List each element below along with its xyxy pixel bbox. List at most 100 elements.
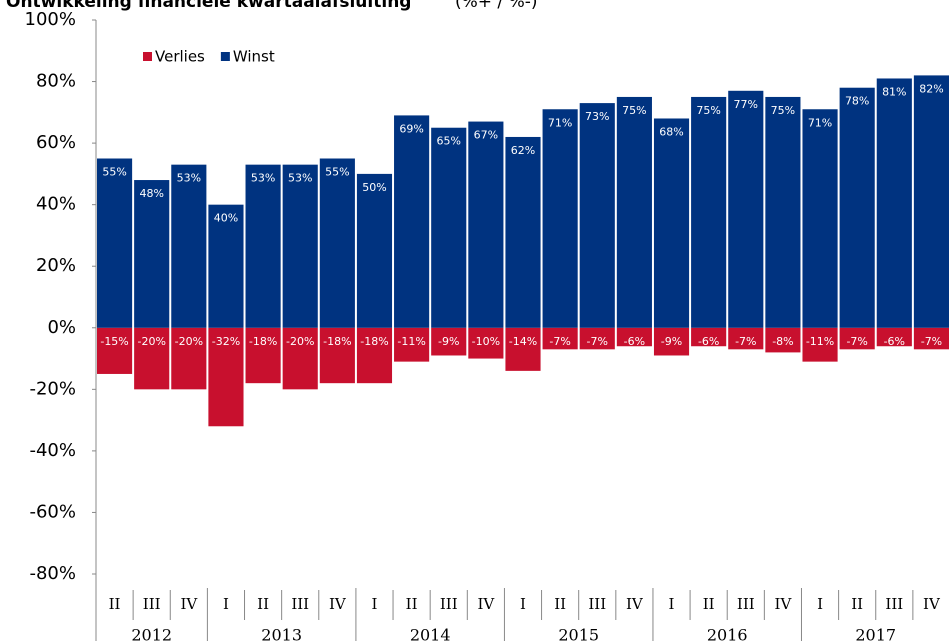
y-tick-label: -40%: [29, 440, 76, 461]
x-tick-label: III: [885, 595, 903, 613]
bar: [913, 327, 949, 350]
x-tick-label: IV: [180, 595, 198, 613]
year-label: 2013: [261, 626, 302, 641]
bar: [245, 327, 281, 384]
bar: [134, 327, 170, 390]
value-label: -7%: [846, 335, 867, 348]
value-label: -11%: [806, 335, 834, 348]
bar: [616, 327, 652, 347]
x-tick-label: III: [737, 595, 755, 613]
bar: [468, 327, 504, 359]
bar: [468, 121, 504, 328]
value-label: 50%: [362, 181, 386, 194]
value-label: -6%: [884, 335, 905, 348]
value-label: -18%: [360, 335, 388, 348]
y-tick-label: 0%: [47, 317, 76, 338]
value-label: 73%: [585, 110, 609, 123]
x-tick-label: II: [109, 595, 121, 613]
bar: [171, 327, 207, 390]
x-tick-label: I: [520, 595, 526, 613]
value-label: 53%: [251, 172, 275, 185]
x-tick-label: IV: [626, 595, 644, 613]
bar: [394, 115, 430, 328]
y-tick-label: -60%: [29, 501, 76, 522]
x-tick-label: III: [588, 595, 606, 613]
value-label: -32%: [212, 335, 240, 348]
value-label: -11%: [397, 335, 425, 348]
y-tick-label: 20%: [36, 255, 76, 276]
bar: [505, 327, 541, 371]
x-tick-label: III: [440, 595, 458, 613]
bar: [542, 109, 578, 328]
value-label: -7%: [587, 335, 608, 348]
year-label: 2012: [131, 626, 172, 641]
value-label: 71%: [808, 116, 832, 129]
value-label: -20%: [175, 335, 203, 348]
value-label: -7%: [921, 335, 942, 348]
bar: [839, 327, 875, 350]
value-label: -7%: [549, 335, 570, 348]
value-label: 75%: [622, 104, 646, 117]
value-label: -9%: [438, 335, 459, 348]
value-label: -6%: [698, 335, 719, 348]
bar: [431, 127, 467, 328]
value-label: 55%: [102, 166, 126, 179]
bar: [616, 96, 652, 328]
bar: [876, 78, 912, 328]
value-label: 75%: [771, 104, 795, 117]
bar: [134, 180, 170, 328]
value-label: 81%: [882, 85, 906, 98]
bar: [319, 327, 355, 384]
x-tick-label: I: [669, 595, 675, 613]
y-tick-label: 80%: [36, 71, 76, 92]
chart-title: Ontwikkeling financiele kwartaalafsluiti…: [6, 0, 411, 12]
legend-label: Verlies: [155, 48, 205, 66]
value-label: 48%: [139, 187, 163, 200]
value-label: -7%: [735, 335, 756, 348]
value-label: 62%: [511, 144, 535, 157]
value-label: 53%: [288, 172, 312, 185]
x-tick-label: I: [817, 595, 823, 613]
bar: [356, 327, 393, 384]
value-label: 55%: [325, 166, 349, 179]
value-label: 65%: [437, 135, 461, 148]
value-label: 77%: [734, 98, 758, 111]
x-tick-label: II: [257, 595, 269, 613]
bar: [319, 158, 355, 328]
bar: [691, 327, 727, 347]
bar: [765, 327, 801, 353]
y-tick-label: 100%: [25, 9, 76, 30]
bar: [728, 90, 764, 328]
y-tick-label: 60%: [36, 132, 76, 153]
x-tick-label: II: [851, 595, 863, 613]
bar: [653, 327, 690, 356]
bar: [579, 327, 615, 350]
x-tick-label: IV: [923, 595, 941, 613]
bar: [171, 164, 207, 328]
value-label: -20%: [286, 335, 314, 348]
value-label: 82%: [919, 82, 943, 95]
bar: [876, 327, 912, 347]
x-tick-label: II: [703, 595, 715, 613]
bar: [245, 164, 281, 328]
x-tick-label: I: [223, 595, 229, 613]
x-tick-label: III: [291, 595, 309, 613]
year-label: 2017: [855, 626, 896, 641]
bar: [542, 327, 578, 350]
value-label: -10%: [472, 335, 500, 348]
bar: [356, 173, 393, 328]
y-tick-label: -20%: [29, 378, 76, 399]
year-label: 2015: [558, 626, 599, 641]
value-label: -18%: [323, 335, 351, 348]
bar: [97, 158, 133, 328]
x-tick-label: IV: [775, 595, 793, 613]
bar: [765, 96, 801, 328]
bar: [97, 327, 133, 374]
x-tick-label: I: [372, 595, 378, 613]
bar: [282, 327, 318, 390]
bar: [431, 327, 467, 356]
x-tick-label: II: [406, 595, 418, 613]
value-label: 69%: [399, 122, 423, 135]
value-label: -9%: [661, 335, 682, 348]
